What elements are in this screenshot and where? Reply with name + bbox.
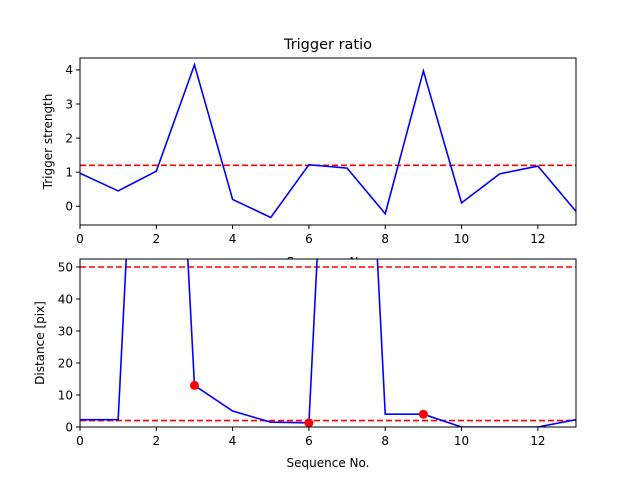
plot-area [80,62,576,219]
data-point-marker [189,380,199,390]
x-tick-label: 12 [530,232,545,246]
y-tick-label: 20 [58,356,73,370]
x-tick-label: 0 [76,232,84,246]
y-tick-label: 10 [58,388,73,402]
x-tick-label: 8 [381,434,389,448]
axes-frame [79,57,577,226]
x-tick-label: 2 [152,232,160,246]
y-tick-label: 50 [58,260,73,274]
y-tick-label: 2 [65,131,73,145]
x-tick-label: 0 [76,434,84,448]
axes-frame [79,258,577,428]
data-point-marker [304,418,314,427]
x-tick-label: 2 [152,434,160,448]
x-tick-label: 4 [229,232,237,246]
x-axis: 0 2 4 6 8 10 12 [76,427,545,448]
y-axis-label: Trigger strength [41,94,55,191]
data-point-marker [418,409,428,419]
y-tick-label: 40 [58,292,73,306]
plot-area [80,259,576,427]
x-tick-label: 12 [530,434,545,448]
x-tick-label: 8 [381,232,389,246]
y-tick-label: 0 [65,200,73,214]
y-tick-label: 0 [65,420,73,434]
x-tick-label: 6 [305,232,313,246]
distance-chart: 0 2 4 6 8 10 12 0 10 20 30 40 50 Sequence No. Dista… [33,258,577,470]
y-tick-label: 4 [65,63,73,77]
y-axis: 0 10 20 30 40 50 [58,260,80,434]
axes-background [80,259,576,427]
y-tick-label: 1 [65,165,73,179]
x-tick-label: 10 [454,434,469,448]
x-tick-label: 10 [454,232,469,246]
x-tick-label: 4 [229,434,237,448]
x-axis: 0 2 4 6 8 10 12 [76,225,545,246]
x-tick-label: 6 [305,434,313,448]
y-axis: 0 1 2 3 4 [65,63,80,214]
y-axis-label: Distance [pix] [33,301,47,385]
chart-title: Trigger ratio [283,37,372,53]
series-line [80,62,576,219]
y-tick-label: 30 [58,324,73,338]
y-tick-label: 3 [65,97,73,111]
x-axis-label: Sequence No. [287,456,370,470]
